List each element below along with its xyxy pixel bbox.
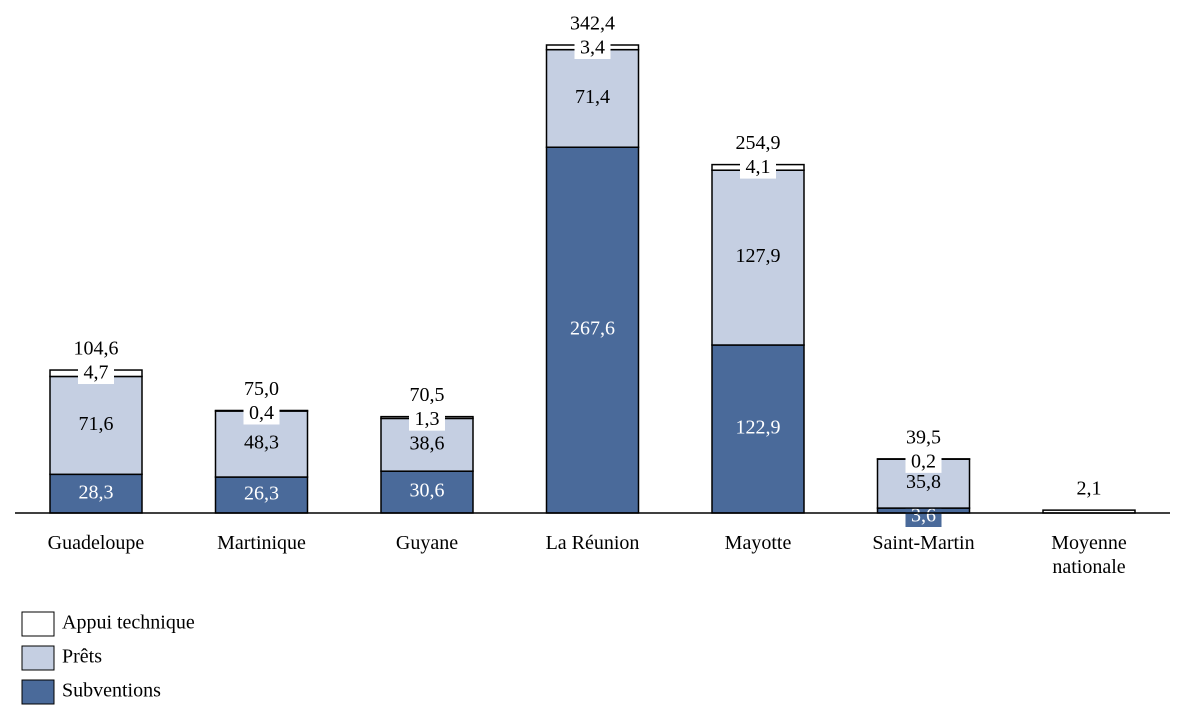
value-label: 3,6	[911, 505, 936, 527]
x-tick-label: Martinique	[217, 532, 306, 554]
bar-segment	[711, 344, 805, 514]
bar-segment	[380, 470, 474, 514]
x-label-box: Saint-Martin	[872, 532, 975, 554]
total-label: 2,1	[1077, 478, 1102, 500]
value-label: 71,6	[79, 413, 114, 435]
total-label: 104,6	[74, 338, 119, 360]
total-label: 39,5	[906, 426, 941, 448]
value-label: 4,7	[84, 362, 109, 384]
label-box	[409, 410, 445, 431]
label-box	[243, 404, 280, 425]
x-tick-label: Moyenne nationale	[1051, 532, 1127, 578]
x-tick-label: Guyane	[395, 532, 459, 554]
legend-swatch	[21, 679, 55, 705]
total-label: 75,0	[244, 378, 279, 400]
value-label: 30,6	[410, 480, 445, 502]
bar-segment	[49, 375, 143, 476]
value-label: 48,3	[244, 432, 279, 454]
label-box	[574, 39, 611, 59]
x-label-box: Martinique	[217, 532, 306, 554]
legend-label: Prêts	[62, 646, 102, 668]
value-label: 0,2	[911, 450, 936, 472]
label-box	[78, 364, 114, 385]
value-label: 35,8	[906, 471, 941, 493]
legend-swatch	[21, 645, 55, 671]
bar-segment	[214, 476, 309, 514]
label-box	[905, 452, 942, 473]
x-label-box: Mayotte	[724, 532, 792, 554]
label-box	[905, 507, 942, 527]
value-label: 1,3	[415, 408, 440, 430]
bar-segment	[545, 48, 640, 148]
x-tick-label: Mayotte	[724, 532, 792, 554]
x-label-box: Guyane	[395, 532, 459, 554]
x-label-box: La Réunion	[545, 532, 640, 554]
x-tick-label: Saint-Martin	[872, 532, 975, 554]
value-label: 28,3	[79, 481, 114, 503]
legend-label: Subventions	[62, 680, 161, 702]
value-label: 122,9	[736, 417, 781, 439]
x-label-box: Guadeloupe	[47, 532, 145, 554]
total-label: 254,9	[736, 132, 781, 154]
value-label: 71,4	[575, 86, 610, 108]
value-label: 38,6	[410, 432, 445, 454]
x-tick-label: Guadeloupe	[47, 532, 145, 554]
value-label: 26,3	[244, 483, 279, 505]
total-label: 342,4	[570, 13, 615, 35]
legend-label: Appui technique	[62, 612, 195, 634]
legend-swatch	[21, 611, 55, 637]
x-label-box: Moyenne nationale	[1051, 532, 1127, 578]
bar-segment	[49, 473, 143, 514]
label-box	[740, 158, 776, 179]
value-label: 4,1	[746, 156, 771, 178]
value-label: 0,4	[249, 402, 274, 424]
bar-segment	[545, 146, 640, 514]
value-label: 267,6	[570, 318, 615, 340]
value-label: 3,4	[580, 37, 605, 59]
total-label: 70,5	[410, 384, 445, 406]
x-tick-label: La Réunion	[545, 532, 640, 554]
value-label: 127,9	[736, 245, 781, 267]
